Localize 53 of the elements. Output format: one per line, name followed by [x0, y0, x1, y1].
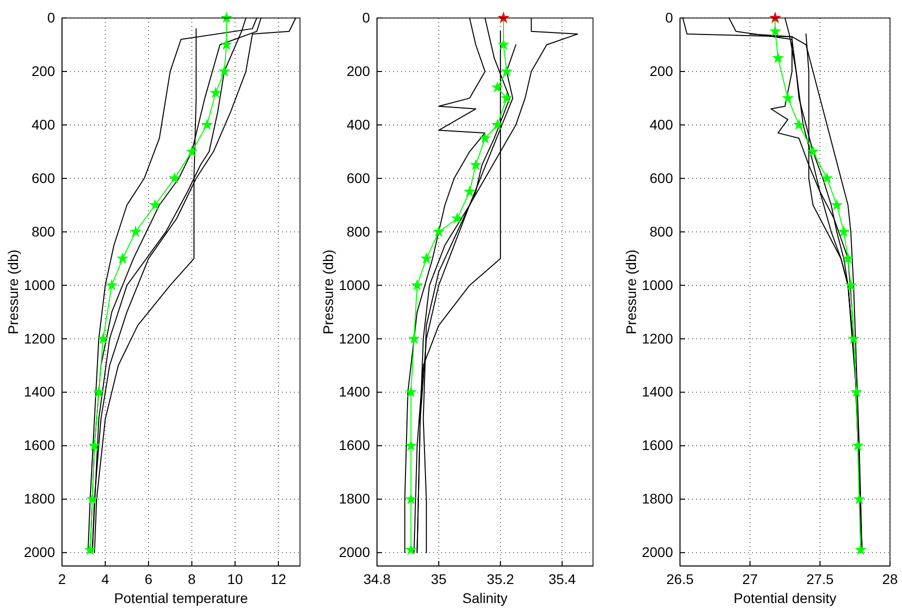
y-tick-label: 0	[362, 9, 370, 26]
y-tick-label: 1000	[24, 276, 56, 293]
y-tick-label: 600	[346, 170, 370, 186]
x-axis-title: Potential density	[734, 590, 836, 606]
x-axis-title: Salinity	[462, 590, 508, 606]
y-tick-label: 0	[665, 9, 674, 26]
y-tick-label: 200	[346, 62, 370, 79]
y-axis-title: Pressure (db)	[5, 250, 21, 334]
y-tick-label: 400	[346, 116, 370, 132]
x-tick-label: 35	[430, 570, 447, 587]
y-tick-label: 1600	[642, 437, 674, 454]
y-tick-label: 1200	[642, 330, 674, 346]
y-tick-label: 800	[32, 223, 56, 240]
x-tick-label: 27.5	[806, 570, 834, 587]
x-tick-label: 28	[882, 570, 898, 587]
y-tick-label: 2000	[24, 544, 56, 560]
x-tick-label: 2	[58, 570, 66, 587]
x-tick-label: 26.5	[666, 570, 694, 587]
y-tick-label: 1600	[24, 437, 56, 454]
y-tick-label: 200	[32, 62, 56, 79]
y-tick-label: 1200	[338, 330, 370, 346]
x-tick-label: 4	[101, 570, 110, 587]
x-tick-label: 34.8	[363, 570, 391, 587]
y-tick-label: 400	[650, 116, 674, 132]
y-tick-label: 600	[32, 170, 56, 186]
y-tick-label: 1800	[642, 490, 674, 507]
y-tick-label: 1400	[642, 384, 674, 400]
x-tick-label: 12	[270, 570, 286, 587]
y-tick-label: 2000	[338, 544, 370, 560]
x-tick-label: 6	[144, 570, 153, 587]
y-tick-label: 1800	[338, 490, 370, 507]
x-axis-title: Potential temperature	[114, 590, 248, 606]
y-axis-title: Pressure (db)	[623, 250, 639, 334]
y-tick-label: 400	[32, 116, 56, 132]
y-tick-label: 1200	[24, 330, 56, 346]
y-tick-label: 0	[47, 9, 56, 26]
x-tick-label: 35.2	[486, 570, 514, 587]
y-tick-label: 1400	[24, 384, 56, 400]
x-tick-label: 10	[227, 570, 244, 587]
y-axis-title: Pressure (db)	[320, 250, 336, 334]
x-tick-label: 35.4	[548, 570, 576, 587]
y-tick-label: 800	[346, 223, 370, 240]
x-tick-label: 8	[188, 570, 196, 587]
y-tick-label: 1000	[338, 276, 370, 293]
y-tick-label: 1800	[24, 490, 56, 507]
y-tick-label: 1600	[338, 437, 370, 454]
x-tick-label: 27	[742, 570, 758, 587]
y-tick-label: 2000	[642, 544, 674, 560]
y-tick-label: 200	[650, 62, 674, 79]
y-tick-label: 1000	[642, 276, 674, 293]
y-tick-label: 800	[650, 223, 674, 240]
y-tick-label: 600	[650, 170, 674, 186]
y-tick-label: 1400	[338, 384, 370, 400]
